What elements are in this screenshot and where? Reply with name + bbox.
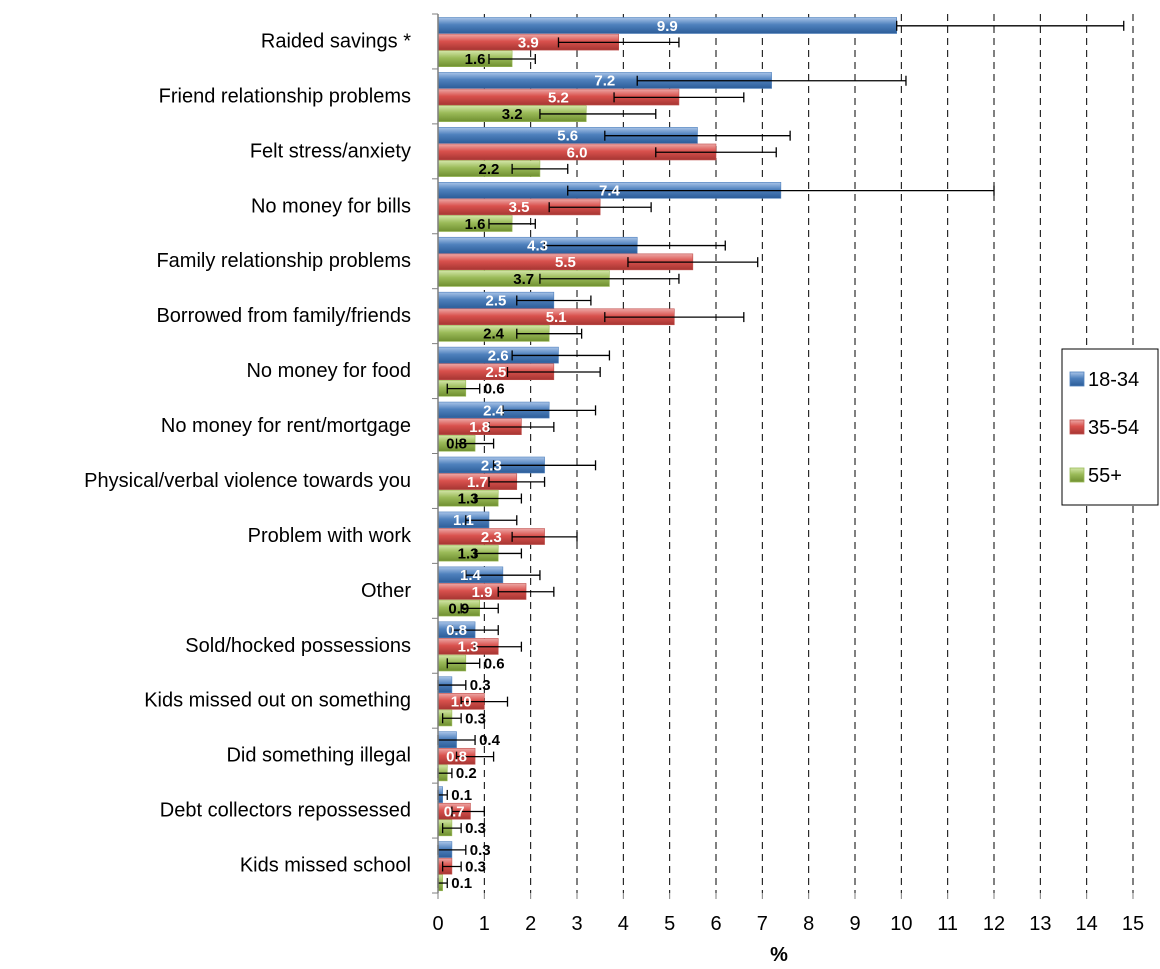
x-tick-label: 14 (1076, 913, 1098, 935)
category-label: Borrowed from family/friends (156, 305, 411, 327)
category-label: Debt collectors repossessed (160, 800, 411, 822)
data-label: 2.3 (481, 529, 502, 546)
data-labels: 9.97.25.67.44.32.52.62.42.31.11.40.80.30… (444, 18, 678, 892)
x-axis-title: % (770, 944, 788, 966)
x-tick-label: 10 (890, 913, 912, 935)
data-label: 0.1 (451, 787, 472, 804)
category-label: No money for food (246, 360, 411, 382)
category-label: Raided savings * (261, 30, 411, 52)
x-tick-label: 4 (618, 913, 629, 935)
category-label: No money for bills (251, 195, 411, 217)
data-label: 7.2 (594, 73, 615, 90)
x-tick-label: 13 (1029, 913, 1051, 935)
data-label: 2.5 (485, 364, 506, 381)
category-label: Family relationship problems (156, 250, 411, 272)
x-tick-label: 0 (432, 913, 443, 935)
data-label: 1.1 (453, 512, 474, 529)
gridlines (483, 14, 1134, 893)
data-label: 0.1 (451, 875, 472, 892)
data-label: 0.8 (446, 622, 467, 639)
data-label: 1.3 (458, 545, 479, 562)
x-tick-label: 12 (983, 913, 1005, 935)
x-tick-label: 3 (571, 913, 582, 935)
data-label: 0.6 (484, 381, 505, 398)
data-label: 0.9 (448, 600, 469, 617)
x-tick-label: 2 (525, 913, 536, 935)
data-label: 3.2 (502, 106, 523, 123)
data-label: 1.4 (460, 567, 482, 584)
category-labels: Raided savings * Friend relationship prob… (84, 30, 412, 876)
legend-label: 18-34 (1088, 369, 1139, 391)
category-label: Other (361, 580, 411, 602)
data-label: 2.4 (483, 402, 505, 419)
data-label: 0.3 (470, 677, 491, 694)
data-label: 1.8 (469, 419, 490, 436)
data-label: 5.5 (555, 254, 576, 271)
data-label: 4.3 (527, 238, 548, 255)
data-label: 0.3 (465, 858, 486, 875)
data-label: 2.6 (488, 347, 509, 364)
data-label: 0.8 (446, 749, 467, 766)
data-label: 1.7 (467, 474, 488, 491)
category-label: Felt stress/anxiety (250, 140, 411, 162)
legend-label: 55+ (1088, 465, 1122, 487)
x-tick-label: 15 (1122, 913, 1144, 935)
x-tick-label: 1 (479, 913, 490, 935)
x-tick-label: 7 (757, 913, 768, 935)
category-label: Kids missed school (240, 855, 411, 877)
x-tick-labels: 0 1 2 3 4 5 6 7 8 9 10 11 12 13 14 15 (432, 913, 1144, 935)
legend-swatch (1069, 467, 1085, 483)
x-tick-label: 6 (710, 913, 721, 935)
data-label: 7.4 (599, 183, 621, 200)
data-label: 1.6 (465, 216, 486, 233)
data-label: 3.9 (518, 34, 539, 51)
data-label: 2.4 (483, 326, 505, 343)
data-label: 5.1 (546, 309, 567, 326)
x-tick-label: 5 (664, 913, 675, 935)
x-tick-label: 8 (803, 913, 814, 935)
category-label: No money for rent/mortgage (161, 415, 411, 437)
category-label: Kids missed out on something (144, 690, 411, 712)
data-label: 0.7 (444, 804, 465, 821)
bars (437, 17, 898, 892)
data-label: 6.0 (567, 144, 588, 161)
legend-label: 35-54 (1088, 417, 1139, 439)
data-label: 0.3 (465, 820, 486, 837)
data-label: 2.2 (479, 161, 500, 178)
data-label: 5.6 (557, 128, 578, 145)
data-label: 9.9 (657, 18, 678, 35)
data-label: 0.2 (456, 765, 477, 782)
data-label: 1.0 (451, 694, 472, 711)
data-label: 5.2 (548, 89, 569, 106)
data-label: 0.8 (446, 436, 467, 453)
category-label: Friend relationship problems (159, 85, 411, 107)
category-label: Physical/verbal violence towards you (84, 470, 411, 492)
category-label: Did something illegal (226, 745, 411, 767)
data-label: 0.3 (465, 710, 486, 727)
x-tick-label: 11 (937, 913, 958, 935)
legend-swatch (1069, 419, 1085, 435)
data-label: 0.3 (470, 842, 491, 859)
category-label: Sold/hocked possessions (185, 635, 411, 657)
data-label: 0.4 (479, 732, 501, 749)
error-bars (437, 20, 1125, 889)
data-label: 0.6 (484, 655, 505, 672)
x-tick-label: 9 (849, 913, 860, 935)
data-label: 1.3 (458, 639, 479, 656)
data-label: 1.6 (465, 51, 486, 68)
data-label: 2.3 (481, 457, 502, 474)
data-label: 3.7 (513, 271, 534, 288)
legend: 18-34 35-54 55+ (1061, 348, 1159, 506)
data-label: 1.9 (472, 584, 493, 601)
data-label: 1.3 (458, 491, 479, 508)
category-label: Problem with work (248, 525, 412, 547)
legend-swatch (1069, 371, 1085, 387)
axes (432, 13, 1134, 899)
data-label: 3.5 (509, 199, 530, 216)
data-label: 2.5 (485, 292, 506, 309)
